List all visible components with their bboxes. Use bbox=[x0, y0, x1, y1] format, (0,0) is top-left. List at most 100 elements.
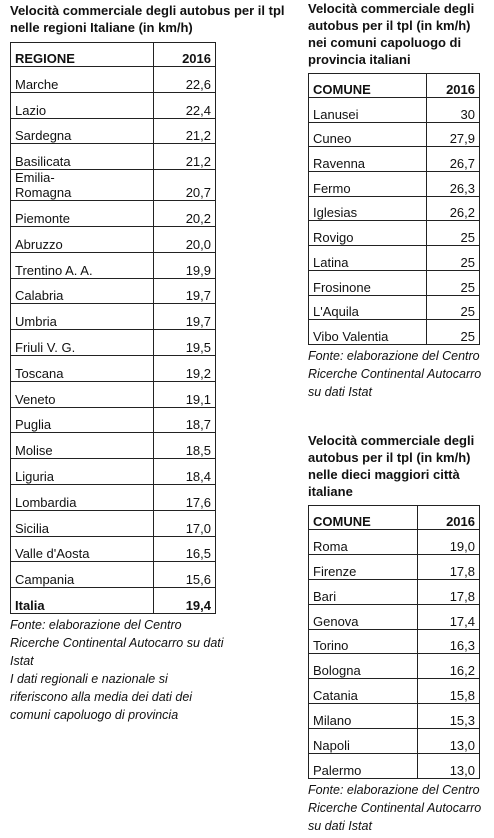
value-cell: 27,9 bbox=[425, 121, 481, 148]
table-row: Roma 19,0 bbox=[307, 529, 480, 555]
value-cell: 18,5 bbox=[152, 432, 217, 460]
section-title: Velocità commerciale degli autobus per i… bbox=[308, 1, 475, 67]
name-cell: Iglesias bbox=[308, 195, 427, 222]
table: COMUNE 2016 Roma 19,0 Firenze 17,8 Bari 17,8 Gen… bbox=[307, 505, 480, 779]
value-cell: 25 bbox=[425, 319, 481, 345]
value-cell: 16,3 bbox=[417, 628, 480, 655]
name-cell: Calabria bbox=[10, 277, 154, 305]
name-cell: Milano bbox=[307, 703, 419, 730]
name-cell: Cuneo bbox=[308, 121, 427, 148]
value-cell: 21,2 bbox=[152, 143, 217, 171]
value-cell: 20,2 bbox=[152, 200, 217, 227]
name-cell: Palermo bbox=[307, 753, 419, 779]
value-cell: 20,7 bbox=[152, 169, 217, 202]
table-row: Fermo 26,3 bbox=[308, 171, 481, 197]
value-cell: 20,0 bbox=[152, 225, 217, 253]
name-cell: Lazio bbox=[10, 91, 154, 119]
table: COMUNE 2016 Lanusei 30 Cuneo 27,9 Ravenna 26,7 F… bbox=[308, 73, 481, 345]
table-row: Ravenna 26,7 bbox=[308, 146, 481, 173]
value-cell: 21,2 bbox=[152, 117, 217, 145]
name-cell: Sardegna bbox=[10, 117, 154, 145]
table-row: Lazio 22,4 bbox=[10, 91, 217, 119]
value-cell: 17,6 bbox=[152, 483, 217, 511]
table-row: Lombardia 17,6 bbox=[10, 483, 217, 511]
value-cell: 13,0 bbox=[417, 753, 480, 779]
table-row: Catania 15,8 bbox=[307, 678, 480, 705]
value-cell: 19,4 bbox=[152, 587, 217, 614]
table-row: Campania 15,6 bbox=[10, 561, 217, 589]
name-cell: Catania bbox=[307, 678, 419, 705]
table-row: Frosinone 25 bbox=[308, 269, 481, 296]
table-row: Firenze 17,8 bbox=[307, 553, 480, 580]
value-cell: 15,3 bbox=[417, 703, 480, 730]
notes: Fonte: elaborazione del Centro Ricerche … bbox=[308, 781, 488, 835]
table-row: Vibo Valentia 25 bbox=[308, 319, 481, 345]
table-row: Bologna 16,2 bbox=[307, 653, 480, 680]
value-cell: 13,0 bbox=[417, 728, 480, 755]
name-cell: Trentino A. A. bbox=[10, 251, 154, 279]
name-cell: Firenze bbox=[307, 553, 419, 580]
name-cell: Sicilia bbox=[10, 509, 154, 537]
note-text: Fonte: elaborazione del Centro Ricerche … bbox=[308, 782, 482, 833]
table-row: Basilicata 21,2 bbox=[10, 143, 217, 171]
name-cell: Genova bbox=[307, 603, 419, 630]
name-cell: Veneto bbox=[10, 380, 154, 408]
value-cell: 19,0 bbox=[417, 529, 480, 555]
value-cell: 25 bbox=[425, 269, 481, 296]
value-cell: 2016 bbox=[152, 42, 217, 67]
name-cell: Fermo bbox=[308, 171, 427, 197]
table-row: Sicilia 17,0 bbox=[10, 509, 217, 537]
name-cell: Molise bbox=[10, 432, 154, 460]
table-row: Iglesias 26,2 bbox=[308, 195, 481, 222]
name-cell: Ravenna bbox=[308, 146, 427, 173]
name-cell: Piemonte bbox=[10, 200, 154, 227]
value-cell: 22,4 bbox=[152, 91, 217, 119]
value-cell: 17,4 bbox=[417, 603, 480, 630]
value-cell: 26,7 bbox=[425, 146, 481, 173]
value-cell: 30 bbox=[425, 97, 481, 123]
name-cell: COMUNE bbox=[308, 73, 427, 98]
name-cell: REGIONE bbox=[10, 42, 154, 67]
value-cell: 17,0 bbox=[152, 509, 217, 537]
name-cell: Valle d'Aosta bbox=[10, 535, 154, 563]
name-cell: Campania bbox=[10, 561, 154, 589]
name-cell: Lombardia bbox=[10, 483, 154, 511]
section-title: Velocità commerciale degli autobus per i… bbox=[10, 3, 285, 35]
name-cell: Rovigo bbox=[308, 220, 427, 247]
note-text: I dati regionali e nazionale si riferisc… bbox=[10, 671, 193, 722]
name-cell: Bari bbox=[307, 578, 419, 605]
name-cell: Puglia bbox=[10, 406, 154, 434]
value-cell: 16,2 bbox=[417, 653, 480, 680]
name-cell: Liguria bbox=[10, 458, 154, 485]
table-row: L'Aquila 25 bbox=[308, 294, 481, 321]
notes: Fonte: elaborazione del Centro Ricerche … bbox=[308, 347, 488, 401]
name-cell: Lanusei bbox=[308, 97, 427, 123]
value-cell: 15,8 bbox=[417, 678, 480, 705]
value-cell: 15,6 bbox=[152, 561, 217, 589]
table-row: Calabria 19,7 bbox=[10, 277, 217, 305]
value-cell: 25 bbox=[425, 245, 481, 271]
value-cell: 19,2 bbox=[152, 354, 217, 382]
name-cell: Frosinone bbox=[308, 269, 427, 296]
table-row: Milano 15,3 bbox=[307, 703, 480, 730]
table-row: Trentino A. A. 19,9 bbox=[10, 251, 217, 279]
name-cell: Emilia- Romagna bbox=[10, 169, 154, 202]
right-top-section: Velocità commerciale degli autobus per i… bbox=[308, 0, 488, 401]
table-row: Italia 19,4 bbox=[10, 587, 217, 614]
name-cell: Torino bbox=[307, 628, 419, 655]
table-row: Toscana 19,2 bbox=[10, 354, 217, 382]
table: REGIONE 2016 Marche 22,6 Lazio 22,4 Sardegna 21… bbox=[10, 42, 217, 614]
value-cell: 19,7 bbox=[152, 303, 217, 331]
name-cell: Napoli bbox=[307, 728, 419, 755]
value-cell: 25 bbox=[425, 294, 481, 321]
section-title: Velocità commerciale degli autobus per i… bbox=[308, 433, 475, 499]
name-cell: Vibo Valentia bbox=[308, 319, 427, 345]
name-cell: Basilicata bbox=[10, 143, 154, 171]
name-cell: Italia bbox=[10, 587, 154, 614]
value-cell: 22,6 bbox=[152, 66, 217, 93]
table-row: Umbria 19,7 bbox=[10, 303, 217, 331]
table-row: Lanusei 30 bbox=[308, 97, 481, 123]
table-row: Friuli V. G. 19,5 bbox=[10, 329, 217, 356]
right-bottom-section: Velocità commerciale degli autobus per i… bbox=[307, 432, 488, 835]
